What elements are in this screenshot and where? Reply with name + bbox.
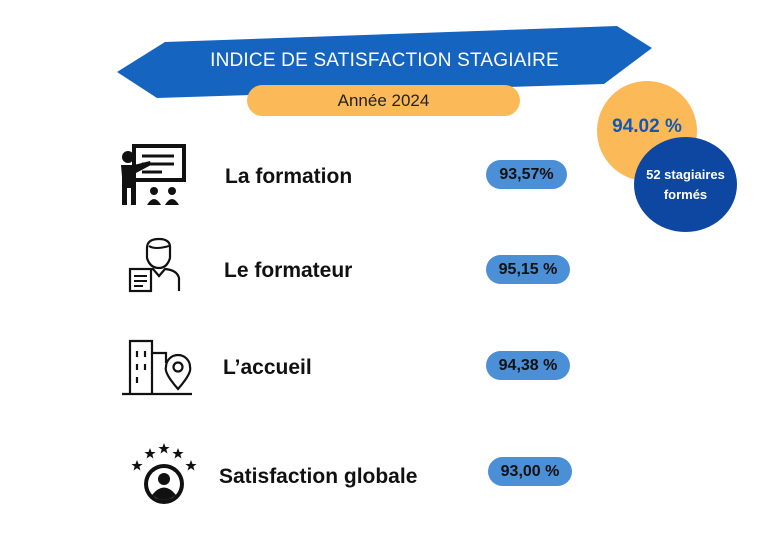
trainees-count-circle: 52 stagiaires formés (634, 137, 737, 232)
user-stars-icon (126, 442, 202, 511)
score-pill-formation: 93,57% (486, 160, 567, 189)
row-label-formation: La formation (225, 165, 353, 188)
row-label-accueil: L’accueil (223, 356, 312, 379)
row-label-formateur: Le formateur (224, 259, 353, 282)
trainer-presentation-icon (112, 143, 188, 214)
title-banner: INDICE DE SATISFACTION STAGIAIRE (117, 26, 652, 98)
year-badge: Année 2024 (247, 85, 520, 116)
building-location-icon (120, 337, 196, 402)
score-pill-satisfaction-globale: 93,00 % (488, 457, 572, 486)
row-label-satisfaction-globale: Satisfaction globale (219, 465, 418, 488)
page-title: INDICE DE SATISFACTION STAGIAIRE (210, 50, 559, 71)
score-pill-accueil: 94,38 % (486, 351, 570, 380)
banner-arrow-shape (117, 26, 652, 98)
score-pill-formateur: 95,15 % (486, 255, 570, 284)
trainer-person-icon (127, 236, 187, 299)
